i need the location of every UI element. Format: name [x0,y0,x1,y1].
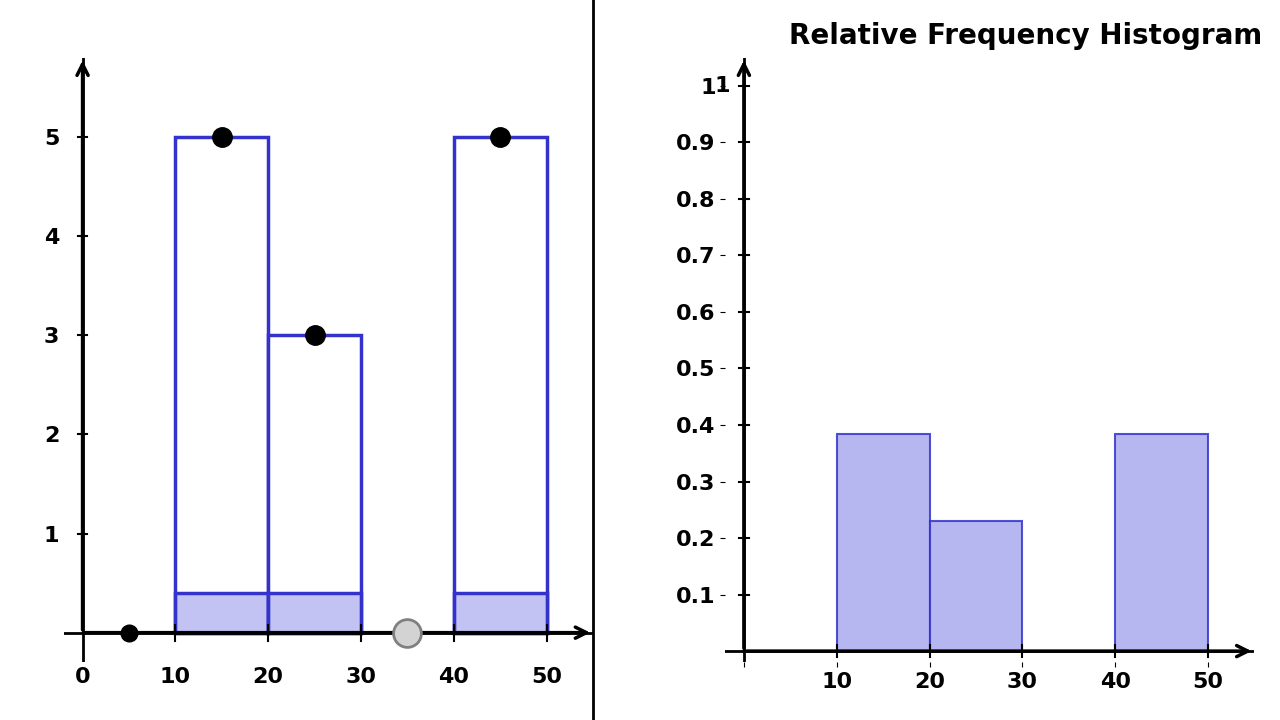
Text: Relative Frequency Histogram: Relative Frequency Histogram [788,22,1262,50]
Bar [1115,433,1208,651]
Bar [269,336,361,633]
Bar [269,593,361,633]
Bar [454,137,547,633]
Bar [175,137,269,633]
Bar [454,593,547,633]
Bar [837,433,929,651]
Text: 1: 1 [714,76,730,96]
Bar [269,593,361,633]
Bar [175,593,269,633]
Bar [929,521,1023,651]
Bar [454,593,547,633]
Bar [175,593,269,633]
